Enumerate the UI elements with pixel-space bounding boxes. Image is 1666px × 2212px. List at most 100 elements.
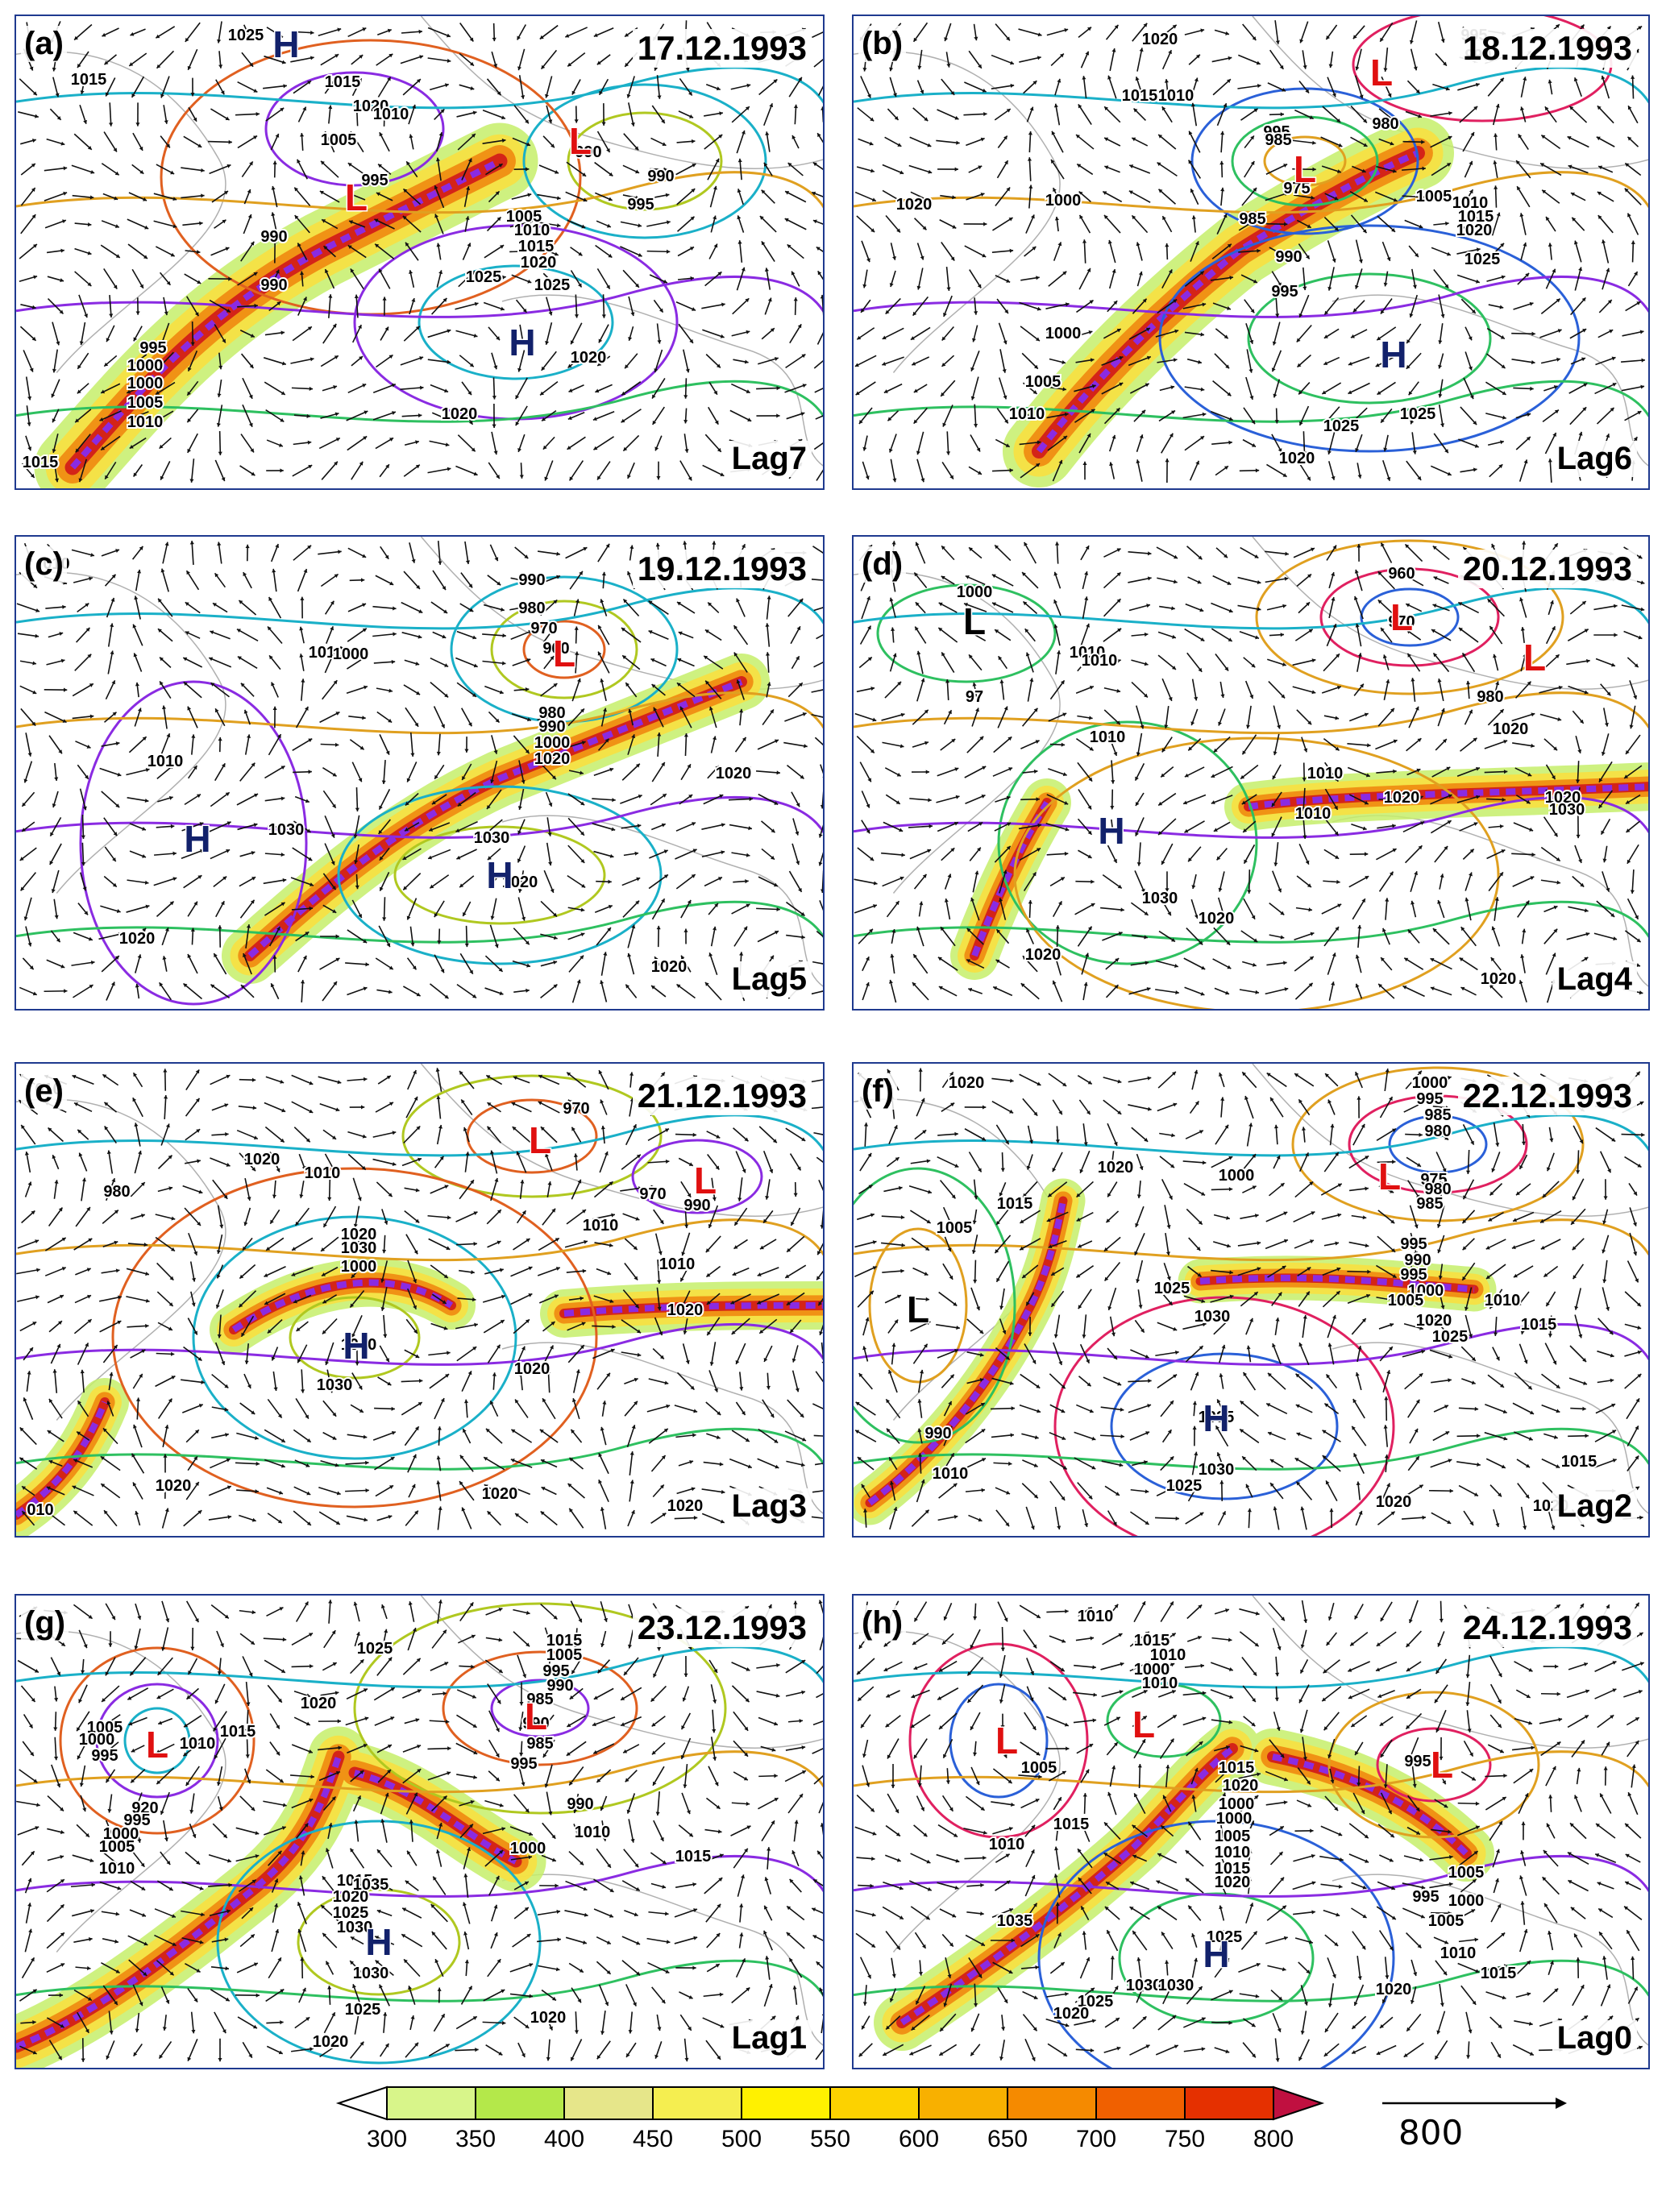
wind-arrow-head xyxy=(515,395,520,400)
wind-arrow xyxy=(1184,986,1205,996)
contour-label: 1005 xyxy=(1416,188,1452,205)
wind-arrow xyxy=(758,876,779,887)
wind-arrow-head xyxy=(580,831,584,836)
wind-arrow-head xyxy=(470,86,475,90)
wind-arrow-head xyxy=(127,417,131,421)
wind-arrow xyxy=(517,48,526,71)
wind-arrow-head xyxy=(890,953,895,958)
wind-arrow xyxy=(290,56,314,63)
map-canvas: 0109909809709601010100098099010001020102… xyxy=(16,537,823,1006)
wind-arrow-head xyxy=(870,228,875,233)
wind-arrow-head xyxy=(492,396,496,400)
wind-arrow-head xyxy=(812,191,816,196)
wind-arrow-head xyxy=(472,693,476,697)
wind-arrow-head xyxy=(305,1414,309,1419)
wind-arrow-head xyxy=(256,111,260,117)
wind-arrow-head xyxy=(1309,115,1314,119)
wind-arrow xyxy=(1237,604,1261,611)
wind-arrow xyxy=(105,679,116,700)
wind-arrow-head xyxy=(816,247,821,251)
wind-arrow xyxy=(187,706,198,728)
wind-arrow-head xyxy=(214,708,219,713)
wind-arrow-head xyxy=(1190,189,1194,193)
wind-arrow-head xyxy=(1302,451,1307,455)
wind-arrow xyxy=(994,544,1012,562)
wind-arrow-head xyxy=(1088,716,1093,720)
wind-arrow-head xyxy=(924,117,929,122)
wind-arrow-head xyxy=(972,682,977,687)
wind-arrow xyxy=(937,109,959,120)
wind-arrow-head xyxy=(169,901,174,906)
wind-arrow xyxy=(854,355,877,367)
wind-arrow-head xyxy=(637,1352,642,1357)
wind-arrow-head xyxy=(785,191,790,195)
wind-arrow-head xyxy=(870,117,875,122)
wind-arrow-head xyxy=(160,475,164,480)
wind-arrow-head xyxy=(331,886,336,890)
wind-arrow xyxy=(1511,853,1535,856)
wind-arrow xyxy=(1046,794,1069,805)
wind-arrow-head xyxy=(1213,748,1218,753)
wind-arrow-head xyxy=(870,857,875,861)
wind-arrow xyxy=(72,1074,94,1085)
wind-arrow-head xyxy=(300,596,305,600)
wind-arrow-head xyxy=(1406,339,1410,344)
wind-arrow-head xyxy=(565,33,570,38)
wind-arrow-head xyxy=(664,1128,669,1133)
wind-arrow xyxy=(1376,165,1397,173)
wind-arrow-head xyxy=(60,964,65,969)
wind-arrow xyxy=(509,250,534,253)
wind-arrow-head xyxy=(567,1072,571,1077)
wind-arrow xyxy=(1211,243,1232,259)
wind-arrow-head xyxy=(253,272,258,276)
contour-label: 1020 xyxy=(716,765,752,782)
wind-arrow-head xyxy=(1473,822,1478,827)
wind-arrow xyxy=(936,139,960,144)
wind-arrow xyxy=(1184,628,1205,642)
wind-arrow-head xyxy=(1627,859,1631,864)
wind-arrow-head xyxy=(520,1180,525,1184)
wind-arrow-head xyxy=(23,1397,27,1402)
wind-arrow-head xyxy=(200,849,205,853)
wind-arrow-head xyxy=(166,143,170,148)
wind-arrow xyxy=(126,905,150,913)
wind-arrow-head xyxy=(170,1247,175,1251)
wind-arrow xyxy=(784,218,807,230)
wind-arrow xyxy=(566,1209,587,1225)
wind-arrow xyxy=(324,268,335,289)
wind-arrow xyxy=(1577,761,1580,783)
wind-arrow-head xyxy=(1410,678,1415,682)
wind-arrow-head xyxy=(761,189,766,194)
wind-arrow-head xyxy=(1381,957,1385,962)
wind-arrow-head xyxy=(575,1369,580,1374)
wind-arrow-head xyxy=(143,255,147,259)
wind-arrow-head xyxy=(721,823,725,828)
wind-arrow-head xyxy=(1625,163,1630,168)
wind-arrow-head xyxy=(330,1166,334,1171)
wind-arrow xyxy=(598,324,609,343)
wind-arrow xyxy=(75,434,91,453)
wind-arrow-head xyxy=(280,468,284,473)
wind-arrow xyxy=(188,1232,197,1256)
wind-arrow-head xyxy=(1638,26,1643,31)
wind-arrow-head xyxy=(578,283,582,288)
wind-arrow-head xyxy=(894,116,899,120)
wind-arrow-head xyxy=(1058,459,1063,464)
wind-arrow xyxy=(968,50,983,69)
wind-arrow-head xyxy=(1336,879,1340,885)
wind-arrow-head xyxy=(820,294,823,299)
wind-arrow xyxy=(703,794,724,805)
wind-arrow-head xyxy=(85,627,90,632)
wind-arrow-head xyxy=(1147,551,1152,556)
wind-arrow-head xyxy=(1520,627,1525,631)
wind-arrow-head xyxy=(88,936,93,941)
wind-arrow-head xyxy=(139,169,144,174)
wind-arrow xyxy=(622,434,640,452)
wind-arrow-head xyxy=(655,542,660,547)
flux-axis-marker xyxy=(1036,150,1419,454)
wind-arrow xyxy=(1102,190,1123,203)
wind-arrow xyxy=(79,788,87,811)
wind-arrow-head xyxy=(801,1137,806,1141)
wind-arrow-head xyxy=(1390,797,1394,802)
wind-arrow xyxy=(290,877,314,886)
